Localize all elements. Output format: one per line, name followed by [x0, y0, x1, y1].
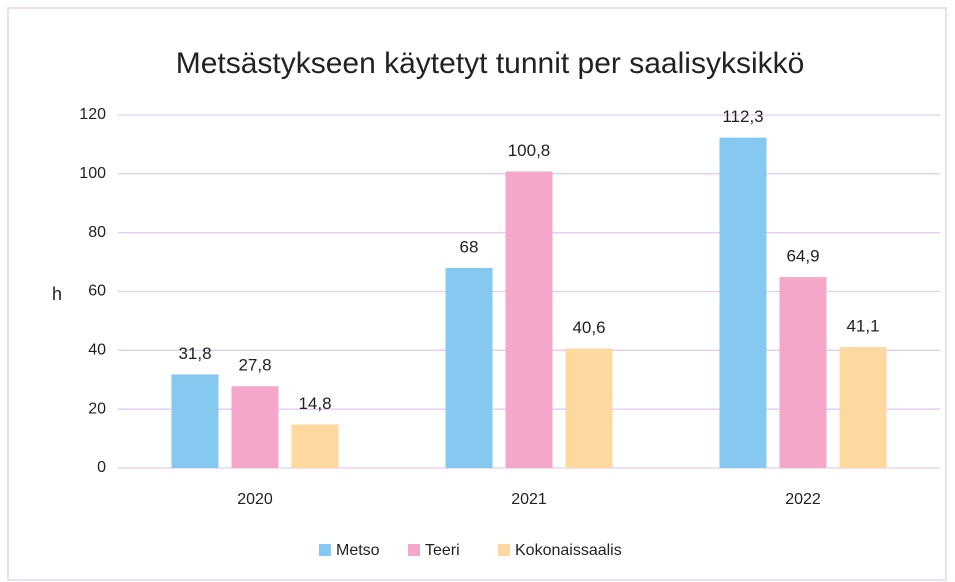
x-tick-label: 2021 — [511, 491, 547, 508]
y-tick-label: 0 — [97, 459, 106, 476]
data-label: 112,3 — [722, 107, 763, 126]
legend-label: Metso — [336, 542, 380, 559]
y-tick-label: 80 — [88, 224, 106, 241]
bar — [779, 277, 827, 468]
y-tick-label: 60 — [88, 283, 106, 300]
bar — [719, 137, 767, 469]
legend-swatch — [319, 544, 331, 556]
data-label: 100,8 — [508, 141, 551, 160]
bar — [231, 386, 279, 468]
x-tick-label: 2020 — [237, 491, 273, 508]
data-label: 40,6 — [572, 318, 605, 337]
data-label: 68 — [460, 237, 479, 256]
bar — [171, 374, 219, 468]
data-label: 27,8 — [238, 356, 271, 375]
y-tick-label: 100 — [79, 165, 106, 182]
y-axis-label: h — [52, 284, 62, 304]
legend-swatch — [498, 544, 510, 556]
legend-label: Teeri — [425, 542, 460, 559]
y-tick-label: 20 — [88, 400, 106, 417]
bar — [505, 171, 553, 469]
data-label: 41,1 — [846, 317, 879, 336]
bar — [839, 347, 887, 468]
data-label: 14,8 — [298, 394, 331, 413]
bar — [291, 424, 339, 468]
y-tick-label: 40 — [88, 342, 106, 359]
y-tick-label: 120 — [79, 106, 106, 123]
bar — [565, 348, 613, 468]
legend-label: Kokonaissaalis — [515, 542, 622, 559]
x-tick-label: 2022 — [785, 491, 821, 508]
data-label: 64,9 — [786, 247, 819, 266]
chart-title: Metsästykseen käytetyt tunnit per saalis… — [176, 47, 805, 80]
legend-swatch — [408, 544, 420, 556]
bar — [445, 267, 493, 468]
data-label: 31,8 — [178, 344, 211, 363]
